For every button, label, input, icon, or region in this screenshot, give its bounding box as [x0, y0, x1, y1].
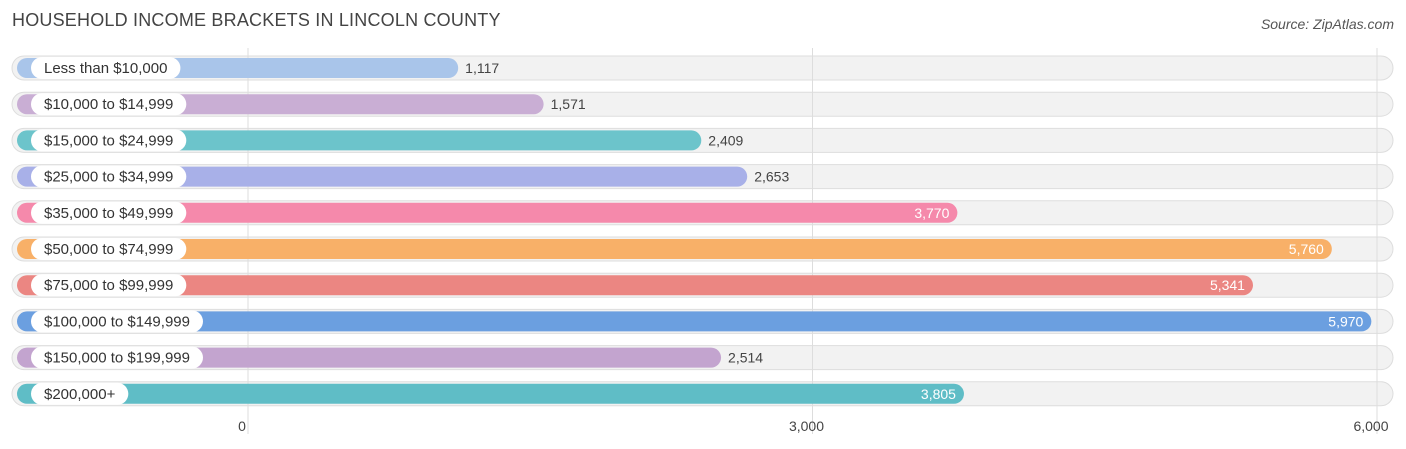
category-label-pill — [31, 165, 187, 188]
category-label: $50,000 to $74,999 — [44, 241, 173, 258]
value-label: 1,571 — [551, 96, 586, 112]
category-label-pill — [31, 201, 187, 224]
category-label-pill — [31, 274, 187, 297]
bar — [17, 275, 1253, 296]
bar — [17, 166, 748, 187]
category-label: $10,000 to $14,999 — [44, 96, 173, 113]
value-label: 5,760 — [1289, 241, 1324, 257]
category-label-pill — [31, 57, 181, 79]
value-label: 2,409 — [708, 132, 743, 148]
bar — [17, 383, 964, 404]
value-label: 2,653 — [754, 169, 789, 185]
chart-title: HOUSEHOLD INCOME BRACKETS IN LINCOLN COU… — [12, 10, 501, 30]
category-label: Less than $10,000 — [44, 60, 167, 77]
x-tick-label: 6,000 — [1353, 418, 1388, 434]
category-label-pill — [31, 93, 187, 116]
category-label: $15,000 to $24,999 — [44, 132, 173, 149]
value-label: 5,970 — [1328, 313, 1363, 329]
category-label-pill — [31, 346, 203, 369]
category-label-pill — [31, 310, 203, 333]
value-label: 1,117 — [465, 60, 499, 76]
category-label: $35,000 to $49,999 — [44, 205, 173, 222]
category-label-pill — [31, 129, 187, 152]
category-label-pill — [31, 382, 129, 405]
value-label: 2,514 — [728, 350, 763, 366]
source-note: Source: ZipAtlas.com — [1260, 16, 1394, 32]
category-label-pill — [31, 238, 187, 260]
x-tick-label: 0 — [238, 418, 246, 434]
value-label: 3,770 — [914, 205, 949, 221]
category-label: $100,000 to $149,999 — [44, 313, 190, 330]
value-label: 3,805 — [921, 386, 956, 402]
category-label: $200,000+ — [44, 386, 116, 403]
category-label: $25,000 to $34,999 — [44, 169, 173, 186]
bar — [17, 130, 702, 151]
bar — [17, 311, 1372, 332]
x-tick-label: 3,000 — [789, 418, 824, 434]
bar — [17, 239, 1332, 259]
value-label: 5,341 — [1210, 277, 1245, 293]
bar — [17, 202, 958, 223]
category-label: $150,000 to $199,999 — [44, 350, 190, 367]
category-label: $75,000 to $99,999 — [44, 277, 173, 294]
